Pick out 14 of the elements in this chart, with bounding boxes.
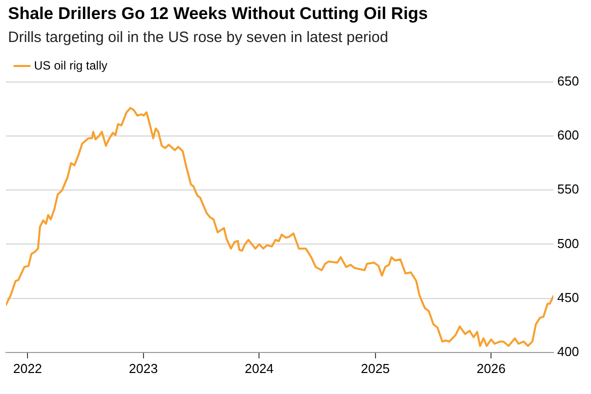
y-tick-label: 400 bbox=[557, 344, 580, 359]
legend-label: US oil rig tally bbox=[34, 58, 108, 72]
x-tick-label: 2026 bbox=[476, 360, 506, 376]
y-tick-label: 650 bbox=[557, 74, 580, 89]
x-tick-label: 2022 bbox=[13, 360, 42, 376]
y-tick-label: 500 bbox=[557, 236, 580, 251]
chart-title: Shale Drillers Go 12 Weeks Without Cutting Oil Rigs bbox=[8, 4, 428, 24]
x-tick-label: 2023 bbox=[128, 360, 158, 376]
y-tick-label: 450 bbox=[557, 290, 580, 305]
chart-subtitle: Drills targeting oil in the US rose by seven in latest period bbox=[8, 29, 388, 46]
x-tick-label: 2024 bbox=[244, 360, 274, 376]
y-tick-label: 600 bbox=[557, 128, 580, 143]
y-tick-label: 550 bbox=[557, 182, 580, 197]
x-tick-label: 2025 bbox=[360, 360, 390, 376]
